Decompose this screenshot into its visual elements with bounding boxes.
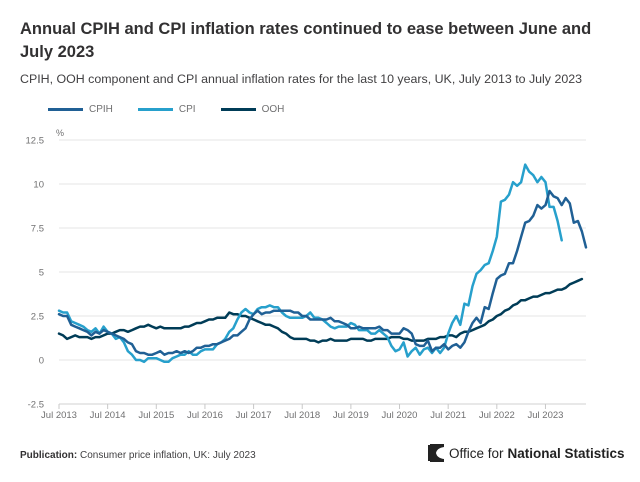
ons-logo: Office for National Statistics <box>428 444 625 462</box>
x-tick-label: Jul 2019 <box>333 410 369 421</box>
x-tick-label: Jul 2015 <box>138 410 174 421</box>
legend-label-cpi: CPI <box>178 104 196 115</box>
legend-swatch-cpi <box>137 108 173 111</box>
x-tick-label: Jul 2016 <box>187 410 223 421</box>
x-tick-label: Jul 2020 <box>382 410 418 421</box>
x-tick-label: Jul 2022 <box>479 410 515 421</box>
legend-swatch-cpih <box>48 108 83 111</box>
chart-legend: CPIH CPI OOH <box>48 104 309 115</box>
x-tick-label: Jul 2014 <box>90 410 126 421</box>
legend-label-cpih: CPIH <box>89 104 113 115</box>
x-tick-label: Jul 2018 <box>284 410 320 421</box>
legend-swatch-ooh <box>220 108 256 111</box>
y-tick-label: 0 <box>39 356 44 367</box>
series-line-ooh <box>57 277 584 344</box>
ons-logo-icon <box>428 444 444 462</box>
y-tick-label: 12.5 <box>26 136 45 147</box>
y-tick-label: 7.5 <box>31 224 44 235</box>
legend-label-ooh: OOH <box>261 104 285 115</box>
series-line-cpi <box>57 163 563 364</box>
y-tick-label: 10 <box>33 180 44 191</box>
logo-text-light: Office for <box>449 445 504 461</box>
chart-title: Annual CPIH and CPI inflation rates cont… <box>20 20 592 61</box>
x-tick-label: Jul 2021 <box>430 410 466 421</box>
publication-note: Publication: Consumer price inflation, U… <box>20 450 256 461</box>
x-tick-label: Jul 2017 <box>236 410 272 421</box>
y-tick-label: 2.5 <box>31 312 44 323</box>
publication-label: Publication: <box>20 450 78 461</box>
legend-item-cpi[interactable]: CPI <box>137 104 196 115</box>
y-tick-label: -2.5 <box>28 400 44 411</box>
y-axis-unit-label: % <box>56 128 64 138</box>
y-tick-label: 5 <box>39 268 44 279</box>
logo-text-bold: National Statistics <box>507 445 625 461</box>
publication-text[interactable]: Consumer price inflation, UK: July 2023 <box>80 450 256 461</box>
chart-subtitle: CPIH, OOH component and CPI annual infla… <box>20 72 583 86</box>
series-line-cpih <box>57 189 588 356</box>
line-chart: -2.5 0 2.5 5 7.5 10 12.5% Jul 2013 Jul 2014 Jul 2… <box>26 128 588 421</box>
legend-item-ooh[interactable]: OOH <box>220 104 285 115</box>
x-tick-label: Jul 2023 <box>528 410 564 421</box>
legend-item-cpih[interactable]: CPIH <box>48 104 113 115</box>
x-tick-label: Jul 2013 <box>41 410 77 421</box>
